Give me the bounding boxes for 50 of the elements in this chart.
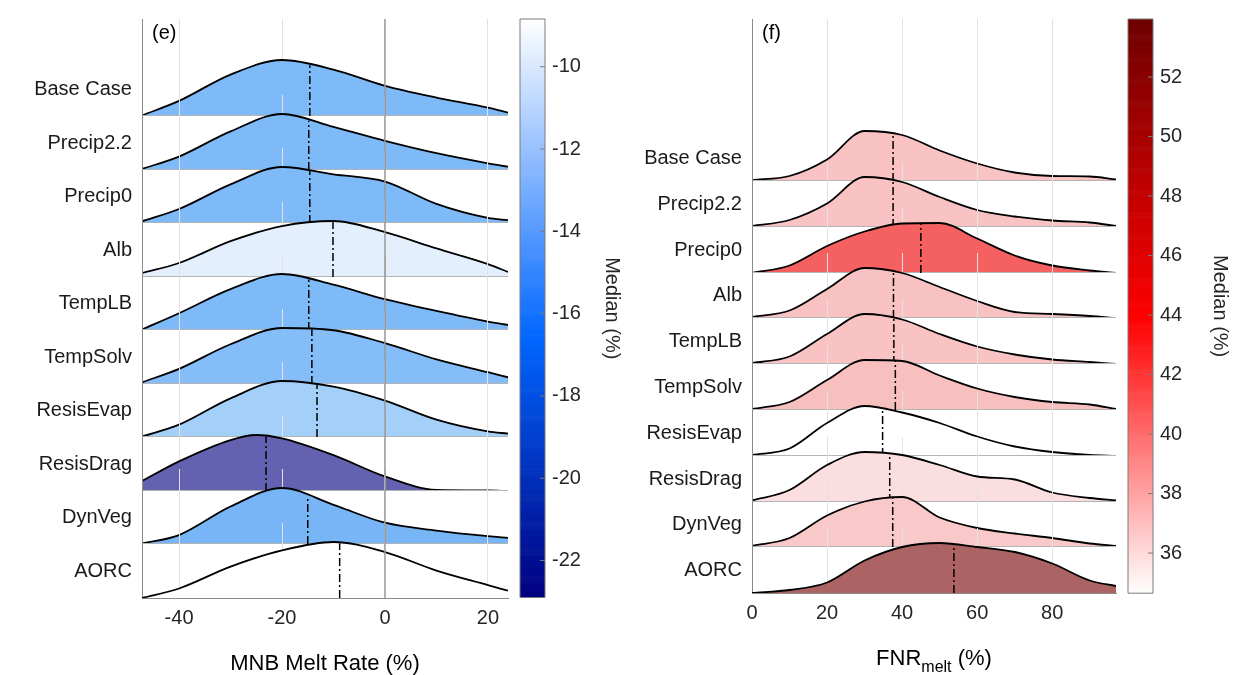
series-label: AORC bbox=[74, 558, 132, 581]
series-label: Base Case bbox=[644, 145, 742, 168]
series-label: TempLB bbox=[668, 328, 742, 351]
x-tick-label: 0 bbox=[379, 605, 391, 628]
x-tick-label: 20 bbox=[476, 605, 500, 628]
series-label: Precip0 bbox=[64, 183, 132, 206]
color-bar-label: 36 bbox=[1160, 540, 1183, 563]
series-label: TempSolv bbox=[44, 344, 132, 367]
color-bar-label: -10 bbox=[552, 54, 581, 77]
color-bar-label: 50 bbox=[1160, 124, 1183, 147]
color-bar-label: -14 bbox=[552, 218, 581, 241]
color-bar-label: 48 bbox=[1160, 183, 1183, 206]
series-label: ResisEvap bbox=[646, 420, 742, 443]
color-bar-label: -18 bbox=[552, 383, 581, 406]
x-tick-label: 20 bbox=[815, 600, 839, 623]
series-label: Alb bbox=[103, 237, 132, 260]
series-label: DynVeg bbox=[61, 504, 132, 527]
color-bar-label: -22 bbox=[552, 547, 581, 570]
series-label: DynVeg bbox=[671, 512, 742, 535]
color-bar-label: -20 bbox=[552, 465, 581, 488]
series-label: AORC bbox=[684, 557, 742, 580]
series-label: Alb bbox=[713, 283, 742, 306]
series-label: Precip2.2 bbox=[47, 130, 132, 153]
x-tick-label: 60 bbox=[966, 600, 989, 623]
x-tick-label: 80 bbox=[1041, 600, 1064, 623]
series-label: ResisEvap bbox=[36, 397, 132, 420]
series-label: ResisDrag bbox=[648, 466, 742, 489]
color-bar-label: 44 bbox=[1160, 302, 1183, 325]
x-axis-title: MNB Melt Rate (%) bbox=[230, 649, 420, 675]
color-bar-label: 46 bbox=[1160, 243, 1183, 266]
color-bar-label: 38 bbox=[1160, 481, 1183, 504]
chart-title: (e) bbox=[152, 21, 177, 43]
color-bar-title: Median (%) bbox=[1210, 254, 1233, 358]
color-bar-label: -16 bbox=[552, 301, 581, 324]
series-label: TempLB bbox=[58, 290, 132, 313]
color-bar-label: 52 bbox=[1160, 64, 1183, 87]
series-label: Precip0 bbox=[674, 237, 742, 260]
color-bar-title: Median (%) bbox=[602, 257, 625, 360]
series-label: Base Case bbox=[34, 76, 132, 99]
series-label: TempSolv bbox=[654, 374, 742, 397]
x-tick-label: 40 bbox=[890, 600, 914, 623]
series-label: Precip2.2 bbox=[657, 191, 742, 214]
color-bar-label: -12 bbox=[552, 136, 581, 159]
chart-title: (f) bbox=[762, 21, 781, 43]
series-label: ResisDrag bbox=[38, 451, 132, 474]
x-tick-label: -40 bbox=[164, 605, 194, 628]
x-tick-label: 0 bbox=[746, 600, 758, 623]
color-bar-label: 42 bbox=[1160, 362, 1183, 385]
x-tick-label: -20 bbox=[267, 605, 297, 628]
color-bar-label: 40 bbox=[1160, 421, 1183, 444]
